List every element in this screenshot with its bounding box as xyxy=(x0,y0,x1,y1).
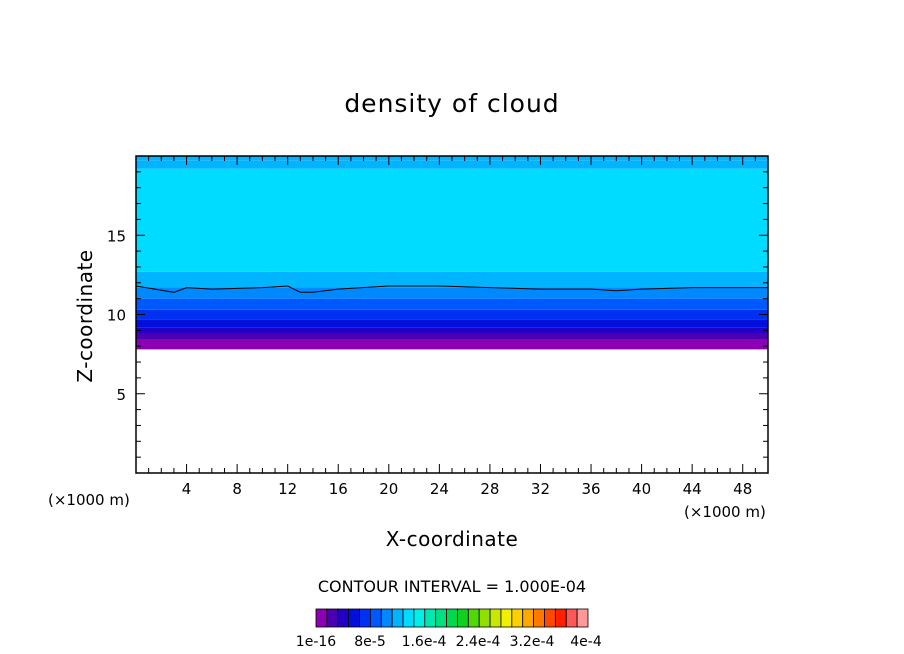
x-tick-label: 24 xyxy=(430,480,449,498)
cloud-layer-2 xyxy=(136,327,768,334)
x-tick-label: 44 xyxy=(683,480,702,498)
contour-line xyxy=(135,285,768,293)
colorbar-swatch xyxy=(554,608,567,628)
colorbar-swatch xyxy=(544,608,556,628)
y-tick-label: 10 xyxy=(107,307,126,325)
colorbar-swatch xyxy=(315,608,328,628)
colorbar-swatch xyxy=(359,608,371,628)
cloud-layers xyxy=(136,156,768,350)
colorbar-swatch xyxy=(424,608,437,628)
colorbar-label: 1.6e-4 xyxy=(402,634,447,650)
cloud-layer-0 xyxy=(136,339,768,350)
colorbar-swatch xyxy=(391,608,404,628)
x-tick-label: 4 xyxy=(182,480,192,498)
colorbar-swatch xyxy=(511,608,524,628)
colorbar-label: 2.4e-4 xyxy=(456,634,501,650)
x-tick-label: 40 xyxy=(632,480,651,498)
contour-interval-text: CONTOUR INTERVAL = 1.000E-04 xyxy=(318,577,586,596)
colorbar-swatch xyxy=(489,608,502,628)
colorbar-swatch xyxy=(522,608,534,628)
colorbar-swatch xyxy=(435,608,447,628)
colorbar: 1e-16 8e-5 1.6e-4 2.4e-4 3.2e-4 4e-4 xyxy=(296,608,602,650)
cloud-layer-1 xyxy=(136,333,768,340)
x-unit-label: (×1000 m) xyxy=(684,503,766,521)
colorbar-label: 8e-5 xyxy=(354,634,385,650)
cloud-layer-8 xyxy=(136,168,768,272)
x-tick-label: 36 xyxy=(581,480,600,498)
colorbar-swatch xyxy=(565,608,578,628)
colorbar-label: 1e-16 xyxy=(296,634,336,650)
colorbar-swatch xyxy=(402,608,415,628)
colorbar-swatch xyxy=(478,608,491,628)
colorbar-swatch xyxy=(576,608,589,628)
y-tick-label: 5 xyxy=(116,386,126,404)
colorbar-swatch xyxy=(500,608,513,628)
colorbar-swatch xyxy=(467,608,480,628)
cloud-layer-5 xyxy=(136,298,768,310)
chart-title: density of cloud xyxy=(344,89,559,118)
cloud-layer-4 xyxy=(136,309,768,320)
x-tick-label: 48 xyxy=(733,480,752,498)
z-unit-label: (×1000 m) xyxy=(48,491,130,509)
colorbar-swatch xyxy=(369,608,382,628)
x-tick-label: 12 xyxy=(278,480,297,498)
y-axis-label: Z-coordinate xyxy=(73,249,97,382)
y-tick-label: 15 xyxy=(107,227,126,245)
cloud-layer-7 xyxy=(136,271,768,288)
colorbar-swatch xyxy=(380,608,393,628)
x-tick-label: 16 xyxy=(329,480,348,498)
cloud-layer-6 xyxy=(136,287,768,299)
colorbar-swatch xyxy=(413,608,426,628)
x-tick-label: 32 xyxy=(531,480,550,498)
colorbar-swatch xyxy=(533,608,545,628)
x-axis-label: X-coordinate xyxy=(386,527,519,551)
colorbar-swatch xyxy=(446,608,458,628)
colorbar-label: 3.2e-4 xyxy=(510,634,555,650)
colorbar-label: 4e-4 xyxy=(570,634,602,650)
cloud-layer-3 xyxy=(136,319,768,328)
colorbar-swatch xyxy=(326,608,339,628)
x-tick-label: 8 xyxy=(232,480,242,498)
colorbar-swatch xyxy=(457,608,469,628)
x-tick-label: 20 xyxy=(379,480,398,498)
colorbar-swatch xyxy=(348,608,360,628)
colorbar-swatch xyxy=(337,608,350,628)
cloud-layer-9 xyxy=(136,160,768,169)
x-tick-label: 28 xyxy=(480,480,499,498)
